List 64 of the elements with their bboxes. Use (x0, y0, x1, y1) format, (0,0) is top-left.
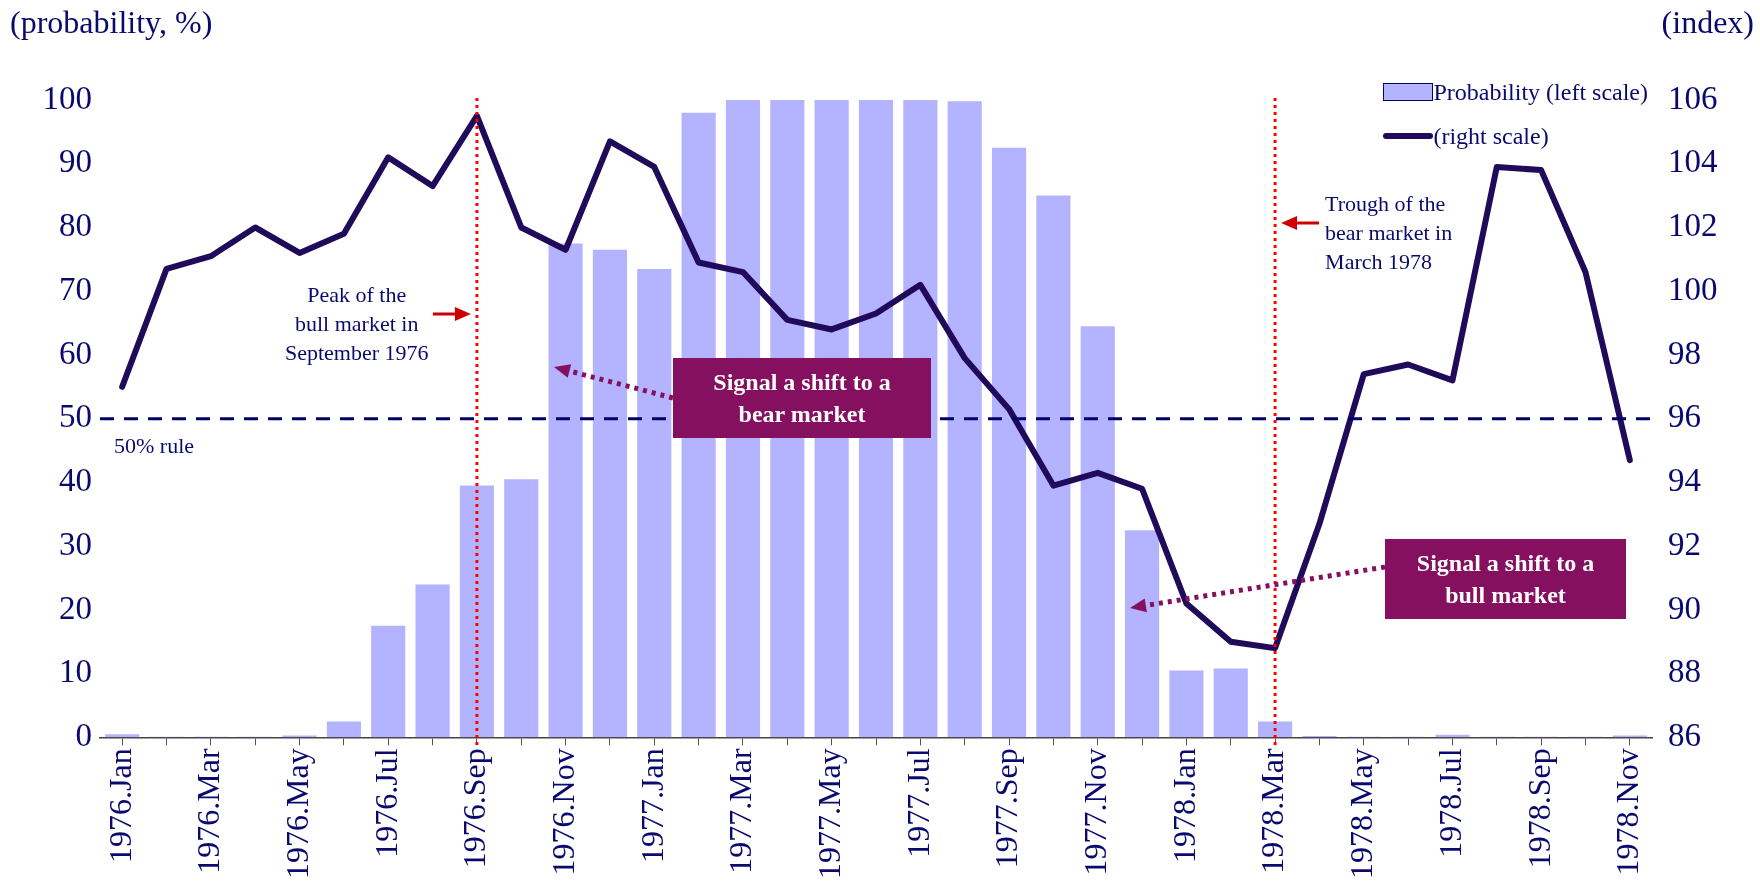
y2-tick-label: 96 (1668, 398, 1701, 435)
x-tick-label: 1978.Jan (1165, 748, 1202, 863)
x-tick-label: 1976.Nov (545, 748, 582, 876)
x-tick-label: 1977.Sep (988, 748, 1025, 869)
y-axis-title: (probability, %) (10, 4, 213, 41)
x-tick-label: 1976.Jul (367, 748, 404, 858)
x-tick-label: 1978.May (1343, 748, 1380, 879)
x-tick-label: 1976.Jan (101, 748, 138, 863)
bar (371, 625, 406, 738)
y2-tick-label: 92 (1668, 525, 1701, 562)
y2-tick-label: 88 (1668, 653, 1701, 690)
y-tick-label: 30 (59, 525, 92, 562)
ref-line-label: 50% rule (114, 432, 195, 459)
x-tick-label: 1978.Jul (1431, 748, 1468, 858)
x-tick-label: 1977.Nov (1077, 748, 1114, 876)
callout: Signal a shift to a bull market (1385, 539, 1626, 619)
bar (459, 485, 494, 738)
y-tick-label: 50 (59, 398, 92, 435)
y2-tick-label: 94 (1668, 462, 1701, 499)
x-tick-label: 1978.Sep (1520, 748, 1557, 869)
bar (1213, 668, 1248, 738)
y-tick-label: 20 (59, 589, 92, 626)
callout: Signal a shift to a bear market (673, 358, 931, 438)
bar (326, 721, 361, 738)
bar (548, 243, 583, 738)
y2-tick-label: 102 (1668, 207, 1718, 244)
y2-tick-label: 106 (1668, 79, 1718, 116)
y2-tick-label: 86 (1668, 717, 1701, 754)
bar (1169, 670, 1204, 738)
bar (415, 584, 450, 738)
y2-axis-title: (index) (1661, 4, 1754, 41)
bar (105, 734, 140, 738)
bar (504, 479, 539, 738)
bar (947, 101, 982, 738)
bar (1080, 326, 1115, 738)
y-tick-label: 10 (59, 653, 92, 690)
bar (1036, 195, 1071, 738)
bar (1258, 721, 1293, 738)
y-tick-label: 80 (59, 207, 92, 244)
y2-tick-label: 104 (1668, 143, 1718, 180)
legend-label: Probability (left scale) (1433, 78, 1648, 107)
y-tick-label: 90 (59, 143, 92, 180)
y2-tick-label: 100 (1668, 270, 1718, 307)
x-tick-label: 1978.Mar (1254, 748, 1291, 874)
legend-label: (right scale) (1433, 122, 1549, 151)
y-tick-label: 100 (42, 79, 92, 116)
x-tick-label: 1976.Mar (190, 748, 227, 874)
x-tick-label: 1976.May (278, 748, 315, 879)
x-tick-label: 1977.Jan (633, 748, 670, 863)
y-tick-label: 60 (59, 334, 92, 371)
ref-line-label: Trough of the bear market in March 1978 (1325, 190, 1453, 276)
x-tick-label: 1977.May (811, 748, 848, 879)
x-tick-label: 1977.Jul (899, 748, 936, 858)
bar (1124, 530, 1160, 738)
x-tick-label: 1978.Nov (1609, 748, 1646, 876)
ref-line-label: Peak of the bull market in September 1976 (284, 281, 429, 367)
bar (991, 147, 1027, 738)
y2-tick-label: 90 (1668, 589, 1701, 626)
y-tick-label: 70 (59, 270, 92, 307)
y-tick-label: 0 (75, 717, 92, 754)
y-tick-label: 40 (59, 462, 92, 499)
x-tick-label: 1976.Sep (456, 748, 493, 869)
y2-tick-label: 98 (1668, 334, 1701, 371)
x-tick-label: 1977.Mar (722, 748, 759, 874)
